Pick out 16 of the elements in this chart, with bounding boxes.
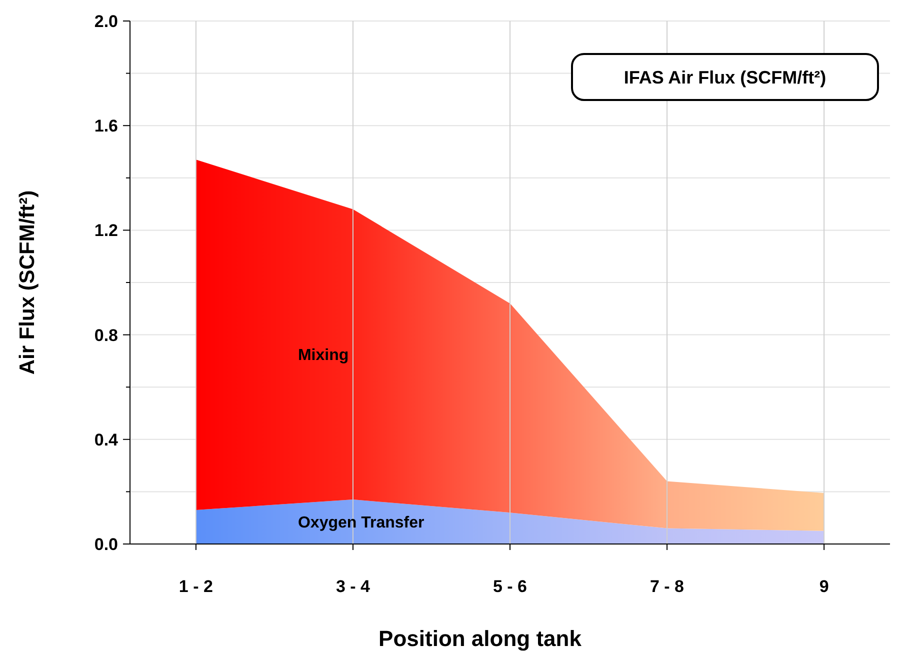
y-tick-label: 0.4 [94, 430, 119, 450]
y-axis-title: Air Flux (SCFM/ft²) [16, 190, 39, 375]
y-tick-label: 0.0 [94, 534, 118, 554]
text: IFAS Air Flux (SCFM/ft²) [624, 67, 826, 88]
x-tick-label: 7 - 8 [650, 577, 684, 596]
y-tick-label: 1.2 [94, 221, 118, 240]
x-tick-label: 5 - 6 [492, 577, 528, 596]
x-tick-label: 3 - 4 [336, 577, 371, 596]
y-tick-label: 0.8 [94, 326, 118, 345]
x-tick-label: 9 [819, 577, 829, 596]
y-tick-label: 2.0 [94, 12, 118, 31]
series-label: Mixing [298, 347, 349, 364]
y-tick-label: 1.6 [94, 116, 118, 136]
x-tick-label: 1 - 2 [178, 577, 213, 596]
series-label: Oxygen Transfer [298, 514, 424, 532]
x-axis-title: Position along tank [378, 626, 582, 651]
